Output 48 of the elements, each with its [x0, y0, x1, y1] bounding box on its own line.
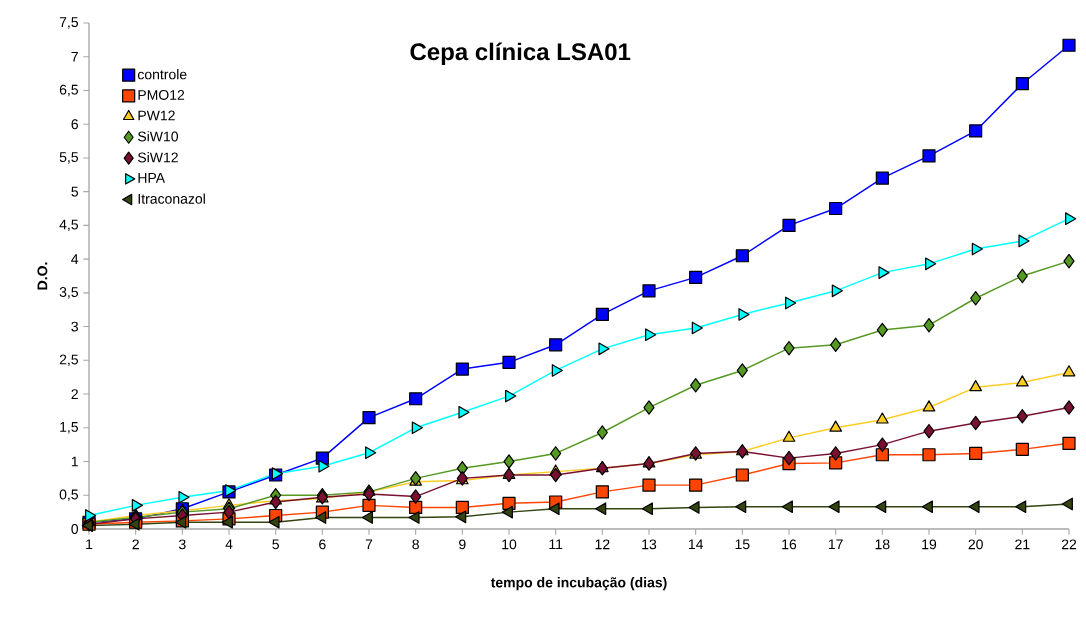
- y-tick-label: 1,5: [60, 422, 79, 434]
- x-tick-label: 15: [735, 539, 750, 550]
- legend-label: controle: [137, 69, 187, 80]
- y-axis-title: D.O.: [37, 262, 48, 290]
- legend-label: SiW12: [137, 152, 178, 163]
- x-tick-label: 18: [875, 539, 890, 550]
- y-tick-label: 2: [71, 389, 78, 399]
- y-tick-label: 1: [71, 456, 78, 467]
- legend-label: PW12: [138, 110, 175, 121]
- x-tick-label: 13: [642, 539, 657, 550]
- y-tick-label: 6,5: [59, 84, 79, 97]
- x-tick-label: 12: [595, 539, 610, 550]
- x-tick-label: 20: [968, 539, 983, 550]
- legend-label: Itraconazol: [138, 193, 205, 204]
- legend-label: PMO12: [138, 90, 185, 100]
- x-tick-label: 9: [459, 539, 466, 550]
- x-tick-label: 17: [828, 539, 843, 550]
- x-tick-label: 2: [132, 539, 139, 550]
- x-tick-label: 11: [549, 539, 563, 550]
- x-tick-label: 14: [688, 539, 704, 550]
- x-tick-label: 6: [319, 539, 326, 550]
- x-tick-label: 5: [272, 539, 279, 550]
- y-tick-label: 4: [71, 254, 79, 264]
- y-tick-label: 5: [71, 186, 79, 197]
- y-tick-label: 3,5: [59, 287, 79, 299]
- x-tick-label: 16: [782, 539, 797, 550]
- x-tick-label: 7: [365, 539, 373, 550]
- y-tick-label: 3: [71, 321, 78, 332]
- y-tick-label: 7,5: [59, 17, 79, 29]
- y-tick-label: 0,5: [59, 489, 79, 502]
- x-tick-label: 21: [1015, 539, 1030, 550]
- y-tick-label: 2,5: [59, 354, 79, 367]
- text: Cepa clínica LSA01: [410, 42, 631, 66]
- x-tick-label: 22: [1061, 539, 1077, 550]
- x-tick-label: 8: [412, 539, 419, 550]
- legend-label: HPA: [138, 173, 166, 183]
- x-tick-label: 10: [502, 539, 517, 550]
- x-axis-title: tempo de incubação (dias): [490, 577, 667, 591]
- y-tick-label: 7: [71, 51, 78, 62]
- y-tick-label: 6: [71, 119, 78, 130]
- y-tick-label: 5,5: [59, 152, 79, 164]
- y-tick-label: 0: [71, 524, 79, 534]
- legend-label: SiW10: [137, 131, 179, 142]
- x-tick-label: 4: [225, 539, 233, 550]
- y-tick-label: 4,5: [59, 219, 79, 232]
- x-tick-label: 19: [922, 539, 937, 550]
- x-tick-label: 1: [86, 539, 93, 550]
- x-tick-label: 3: [178, 539, 186, 550]
